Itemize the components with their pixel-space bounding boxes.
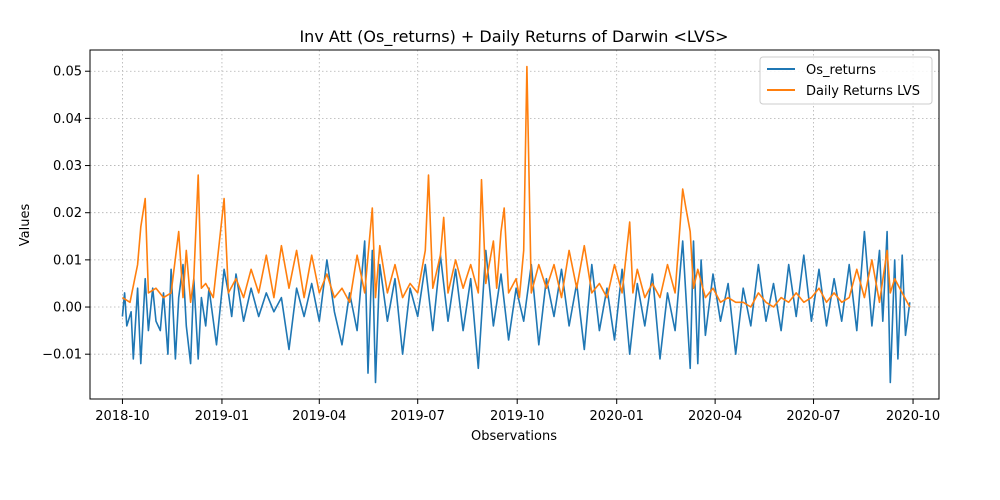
ticks: 2018-10 2019-01 2019-04 2019-07 2019-10 2020-… — [42, 65, 940, 424]
x-tick-label: 2019-01 — [195, 409, 249, 424]
series-line-daily-returns-lvs — [121, 65, 911, 308]
x-tick-label: 2019-04 — [292, 409, 346, 424]
x-axis-label: Observations — [471, 429, 557, 444]
y-tick-label: 0.00 — [53, 301, 82, 316]
series-line-os-returns — [121, 230, 911, 384]
y-tick-label: 0.02 — [53, 206, 82, 221]
series-layer — [121, 65, 911, 384]
y-tick-label: 0.04 — [53, 112, 82, 127]
plot-frame — [89, 49, 940, 400]
legend-label-daily-returns-lvs: Daily Returns LVS — [806, 84, 920, 99]
chart-title: Inv Att (Os_returns) + Daily Returns of … — [299, 27, 728, 47]
x-tick-label: 2020-01 — [590, 409, 644, 424]
y-axis-label: Values — [18, 204, 33, 247]
x-tick-label: 2019-07 — [391, 409, 445, 424]
legend-label-os-returns: Os_returns — [806, 63, 876, 78]
legend: Os_returns Daily Returns LVS — [759, 56, 933, 105]
grid — [90, 50, 939, 399]
x-tick-label: 2020-10 — [886, 409, 940, 424]
x-tick-label: 2019-10 — [490, 409, 544, 424]
y-tick-label: 0.03 — [53, 159, 82, 174]
y-tick-label: −0.01 — [42, 348, 82, 363]
x-tick-label: 2020-04 — [688, 409, 742, 424]
x-tick-label: 2018-10 — [95, 409, 149, 424]
legend-box — [759, 56, 933, 105]
y-tick-label: 0.05 — [53, 65, 82, 80]
x-tick-label: 2020-07 — [786, 409, 840, 424]
y-tick-label: 0.01 — [53, 253, 82, 268]
